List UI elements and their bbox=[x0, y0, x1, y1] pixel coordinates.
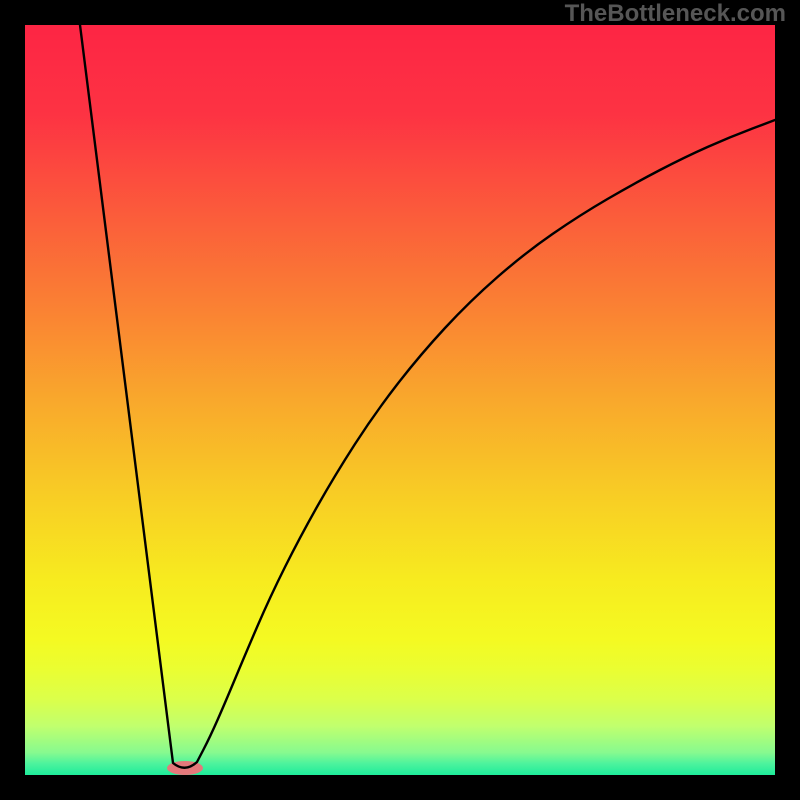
bottleneck-curve bbox=[80, 25, 775, 768]
watermark-text: TheBottleneck.com bbox=[565, 0, 786, 28]
chart-svg bbox=[25, 25, 775, 775]
plot-area bbox=[25, 25, 775, 775]
chart-container: TheBottleneck.com bbox=[0, 0, 800, 800]
